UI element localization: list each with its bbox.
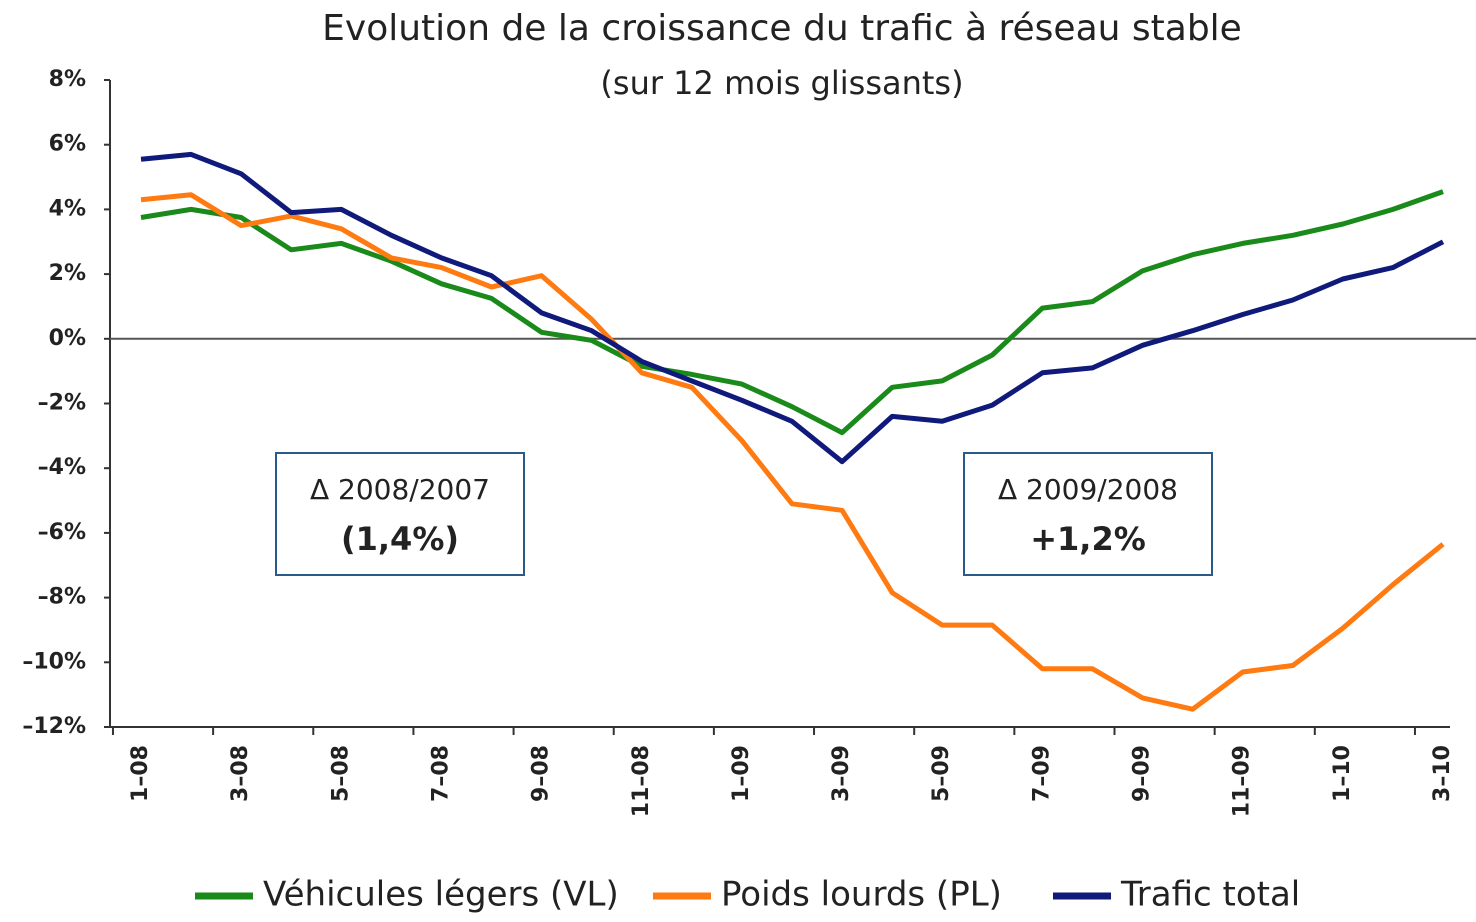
y-tick-label: 8% <box>49 67 86 92</box>
x-tick-label: 7–08 <box>428 745 453 802</box>
x-tick-label: 1–09 <box>729 745 754 802</box>
y-tick-label: –6% <box>38 520 86 545</box>
y-tick-label: –10% <box>22 649 86 674</box>
x-tick-label: 1–08 <box>128 745 153 802</box>
annotation-value: (1,4%) <box>341 520 459 558</box>
x-tick-label: 7–09 <box>1029 745 1054 802</box>
annotation-box <box>963 452 1213 576</box>
x-tick-label: 3–08 <box>228 745 253 802</box>
x-tick-label: 9–09 <box>1130 745 1155 802</box>
y-tick-label: 2% <box>49 261 86 286</box>
x-tick-label: 5–09 <box>929 745 954 802</box>
y-tick-label: –12% <box>22 714 86 739</box>
chart-title: Evolution de la croissance du trafic à r… <box>322 8 1242 49</box>
x-tick-label: 5–08 <box>328 745 353 802</box>
annotation-label: Δ 2008/2007 <box>310 473 490 506</box>
y-tick-label: –4% <box>38 455 86 480</box>
annotation-value: +1,2% <box>1030 520 1146 558</box>
series-line <box>140 151 1445 465</box>
x-tick-label: 3–09 <box>829 745 854 802</box>
x-tick-label: 11–09 <box>1230 745 1255 817</box>
y-tick-label: 6% <box>49 132 86 157</box>
x-tick-label: 11–08 <box>629 745 654 817</box>
legend-label: Véhicules légers (VL) <box>263 875 619 915</box>
y-tick-label: 4% <box>49 196 86 221</box>
series-line <box>140 189 1444 436</box>
legend-label: Poids lourds (PL) <box>721 875 1002 915</box>
series-line <box>140 192 1445 712</box>
chart-subtitle: (sur 12 mois glissants) <box>600 64 963 102</box>
annotation-box <box>275 452 525 576</box>
x-tick-label: 9–08 <box>529 745 554 802</box>
x-tick-label: 3–10 <box>1430 745 1455 802</box>
annotation-label: Δ 2009/2008 <box>998 473 1178 506</box>
legend-label: Trafic total <box>1120 875 1300 915</box>
y-tick-label: –8% <box>38 585 86 610</box>
y-tick-label: –2% <box>38 391 86 416</box>
x-tick-label: 1–10 <box>1330 745 1355 802</box>
y-tick-label: 0% <box>49 326 86 351</box>
